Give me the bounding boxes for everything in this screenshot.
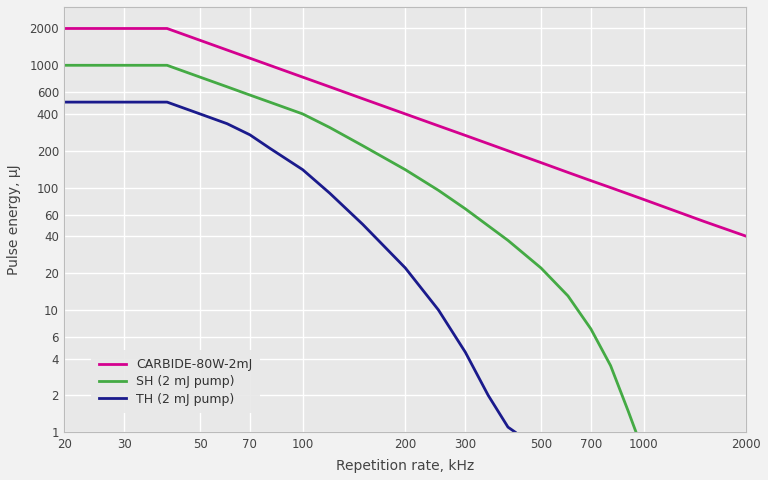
SH (2 mJ pump) — [461, 206, 470, 212]
TH (2 mJ pump) — [461, 349, 470, 355]
SH (2 mJ pump) — [358, 143, 367, 149]
TH (2 mJ pump) — [511, 429, 520, 435]
SH (2 mJ pump) — [223, 84, 232, 90]
TH (2 mJ pump) — [163, 99, 172, 105]
CARBIDE-80W-2mJ — [196, 37, 205, 43]
TH (2 mJ pump) — [358, 221, 367, 227]
SH (2 mJ pump) — [163, 62, 172, 68]
CARBIDE-80W-2mJ — [564, 169, 573, 175]
SH (2 mJ pump) — [298, 111, 307, 117]
TH (2 mJ pump) — [265, 145, 274, 151]
TH (2 mJ pump) — [434, 307, 443, 313]
CARBIDE-80W-2mJ — [245, 55, 254, 61]
CARBIDE-80W-2mJ — [434, 123, 443, 129]
CARBIDE-80W-2mJ — [586, 178, 595, 183]
CARBIDE-80W-2mJ — [325, 84, 334, 90]
CARBIDE-80W-2mJ — [223, 47, 232, 53]
SH (2 mJ pump) — [586, 326, 595, 332]
Y-axis label: Pulse energy, μJ: Pulse energy, μJ — [7, 164, 21, 275]
SH (2 mJ pump) — [265, 99, 274, 105]
CARBIDE-80W-2mJ — [639, 196, 648, 202]
SH (2 mJ pump) — [325, 125, 334, 131]
CARBIDE-80W-2mJ — [503, 148, 512, 154]
CARBIDE-80W-2mJ — [60, 25, 69, 31]
Line: SH (2 mJ pump): SH (2 mJ pump) — [65, 65, 636, 432]
SH (2 mJ pump) — [60, 62, 69, 68]
SH (2 mJ pump) — [503, 238, 512, 243]
TH (2 mJ pump) — [401, 265, 410, 271]
CARBIDE-80W-2mJ — [536, 160, 545, 166]
Line: TH (2 mJ pump): TH (2 mJ pump) — [65, 102, 515, 432]
SH (2 mJ pump) — [624, 408, 633, 413]
CARBIDE-80W-2mJ — [358, 96, 367, 102]
SH (2 mJ pump) — [401, 167, 410, 173]
X-axis label: Repetition rate, kHz: Repetition rate, kHz — [336, 459, 475, 473]
TH (2 mJ pump) — [223, 121, 232, 127]
SH (2 mJ pump) — [631, 429, 641, 435]
CARBIDE-80W-2mJ — [163, 25, 172, 31]
SH (2 mJ pump) — [196, 74, 205, 80]
CARBIDE-80W-2mJ — [298, 74, 307, 80]
SH (2 mJ pump) — [564, 293, 573, 299]
SH (2 mJ pump) — [536, 265, 545, 271]
TH (2 mJ pump) — [196, 111, 205, 117]
TH (2 mJ pump) — [325, 190, 334, 196]
Line: CARBIDE-80W-2mJ: CARBIDE-80W-2mJ — [65, 28, 746, 236]
TH (2 mJ pump) — [245, 132, 254, 138]
CARBIDE-80W-2mJ — [265, 62, 274, 68]
Legend: CARBIDE-80W-2mJ, SH (2 mJ pump), TH (2 mJ pump): CARBIDE-80W-2mJ, SH (2 mJ pump), TH (2 m… — [91, 350, 260, 413]
CARBIDE-80W-2mJ — [742, 233, 751, 239]
TH (2 mJ pump) — [60, 99, 69, 105]
CARBIDE-80W-2mJ — [606, 185, 615, 191]
CARBIDE-80W-2mJ — [699, 218, 708, 224]
SH (2 mJ pump) — [606, 363, 615, 369]
CARBIDE-80W-2mJ — [461, 132, 470, 138]
SH (2 mJ pump) — [245, 92, 254, 98]
SH (2 mJ pump) — [434, 187, 443, 193]
CARBIDE-80W-2mJ — [401, 111, 410, 117]
TH (2 mJ pump) — [298, 167, 307, 173]
CARBIDE-80W-2mJ — [120, 25, 129, 31]
TH (2 mJ pump) — [120, 99, 129, 105]
TH (2 mJ pump) — [484, 393, 493, 398]
TH (2 mJ pump) — [503, 424, 512, 430]
SH (2 mJ pump) — [120, 62, 129, 68]
